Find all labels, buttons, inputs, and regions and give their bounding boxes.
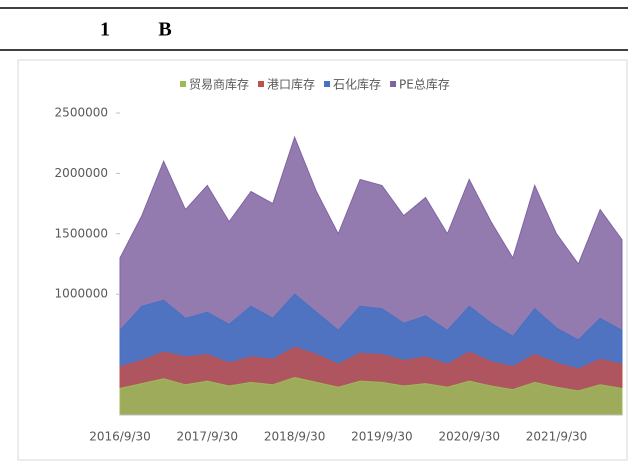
- y-tick-label: 1000000: [55, 287, 108, 301]
- legend-swatch: [390, 81, 397, 87]
- legend-swatch: [324, 81, 331, 87]
- area: [119, 377, 623, 416]
- legend-swatch: [258, 81, 265, 87]
- legend-label: PE总库存: [399, 77, 450, 92]
- x-tick-label: 2019/9/30: [351, 430, 413, 444]
- chart-frame: [17, 59, 628, 461]
- header-label: B: [158, 19, 171, 41]
- y-tick-label: 1500000: [55, 226, 108, 240]
- legend-label: 贸易商库存: [189, 77, 249, 92]
- legend: 贸易商库存 港口库存 石化库存 PE总库存: [180, 77, 450, 92]
- x-tick-label: 2016/9/30: [89, 430, 151, 444]
- legend-label: 港口库存: [267, 77, 315, 92]
- y-tick-label: 2500000: [55, 106, 108, 120]
- y-tick-label: 2000000: [55, 166, 108, 180]
- x-tick-label: 2020/9/30: [438, 430, 500, 444]
- x-tick-label: 2021/9/30: [526, 430, 588, 444]
- legend-swatch: [180, 81, 186, 87]
- x-tick-label: 2018/9/30: [264, 430, 326, 444]
- legend-label: 石化库存: [333, 77, 381, 92]
- header-number: 1: [100, 19, 110, 41]
- x-tick-label: 2017/9/30: [177, 430, 239, 444]
